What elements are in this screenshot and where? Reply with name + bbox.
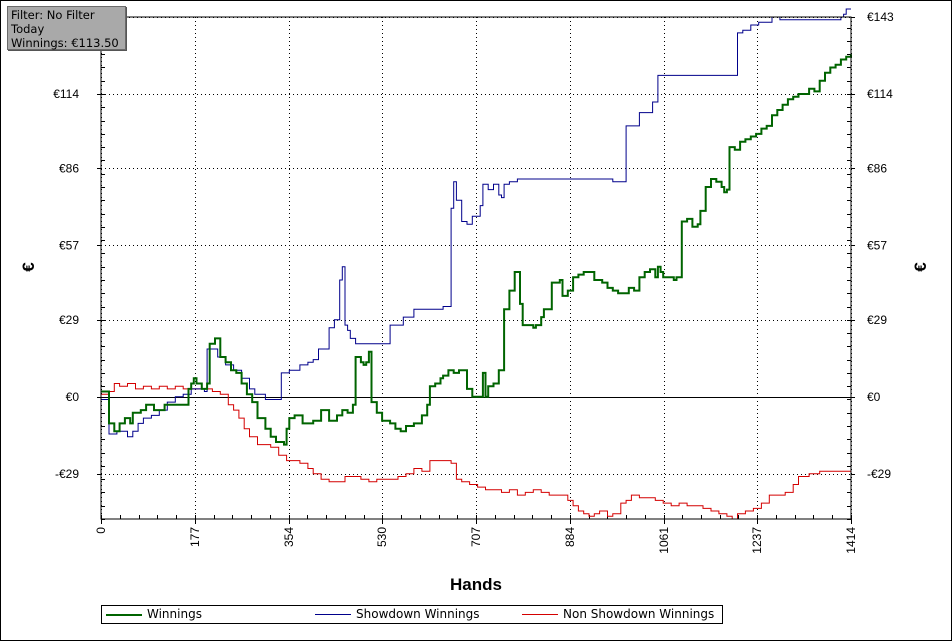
x-tick-label: 354 [282, 527, 296, 547]
y-tick-label-right: €29 [867, 313, 887, 327]
y-tick-label-right: €0 [867, 390, 881, 404]
y-tick-label-right: -€29 [867, 467, 891, 481]
legend-swatch-winnings [106, 614, 142, 616]
y-axis-right-labels: -€29 €0 €29 €57 €86 €114 €143 [867, 10, 894, 481]
x-axis-labels: 0 177 354 530 707 884 1061 1237 1414 [94, 527, 858, 554]
x-tick-label: 1061 [657, 527, 671, 554]
series-line-showdown [101, 8, 851, 438]
plot-area [101, 17, 851, 519]
y-tick-label-left: €0 [66, 390, 80, 404]
y-axis-right-title: € [911, 262, 930, 272]
y-tick-label-right: €114 [867, 87, 893, 101]
y-tick-label-left: -€29 [55, 467, 79, 481]
period-label: Today [11, 22, 45, 36]
y-tick-label-left: €57 [59, 238, 79, 252]
legend-item-non-showdown[interactable]: Non Showdown Winnings [518, 606, 718, 623]
x-axis-title: Hands [450, 575, 502, 594]
y-axis-left-labels: -€29€0€29€57€86€114€143 [52, 10, 79, 481]
x-tick-label: 530 [375, 527, 389, 547]
legend-item-showdown[interactable]: Showdown Winnings [311, 606, 511, 623]
x-tick-label: 884 [563, 527, 577, 547]
y-tick-label-right: €57 [867, 238, 887, 252]
y-tick-label-right: €86 [867, 161, 887, 175]
legend-label-non-showdown: Non Showdown Winnings [563, 607, 715, 621]
legend-label-showdown: Showdown Winnings [356, 607, 480, 621]
x-tick-label: 707 [469, 527, 483, 547]
series-line-winnings [101, 54, 852, 446]
filter-label: Filter: No Filter [11, 8, 95, 22]
y-axis-left-title: € [19, 262, 38, 272]
x-tick-label: 1237 [750, 527, 764, 554]
chart-legend: Winnings Showdown Winnings Non Showdown … [101, 605, 723, 624]
series-layer [101, 8, 852, 520]
x-tick-label: 177 [188, 527, 202, 547]
plot-border [100, 16, 852, 520]
x-tick-label: 0 [94, 527, 108, 534]
legend-swatch-showdown [315, 614, 351, 615]
y-tick-label-left: €29 [59, 313, 79, 327]
y-tick-label-left: €114 [53, 87, 79, 101]
legend-label-winnings: Winnings [147, 607, 202, 621]
x-tick-label: 1414 [844, 527, 858, 554]
y-tick-label-left: €86 [59, 161, 79, 175]
y-tick-label-right: €143 [867, 10, 894, 24]
filter-info-box: Filter: No Filter Today Winnings: €113.5… [7, 6, 126, 50]
legend-item-winnings[interactable]: Winnings [102, 606, 302, 623]
legend-swatch-non-showdown [522, 614, 558, 615]
series-line-non-showdown [101, 383, 851, 520]
winnings-total-label: Winnings: €113.50 [11, 36, 119, 50]
